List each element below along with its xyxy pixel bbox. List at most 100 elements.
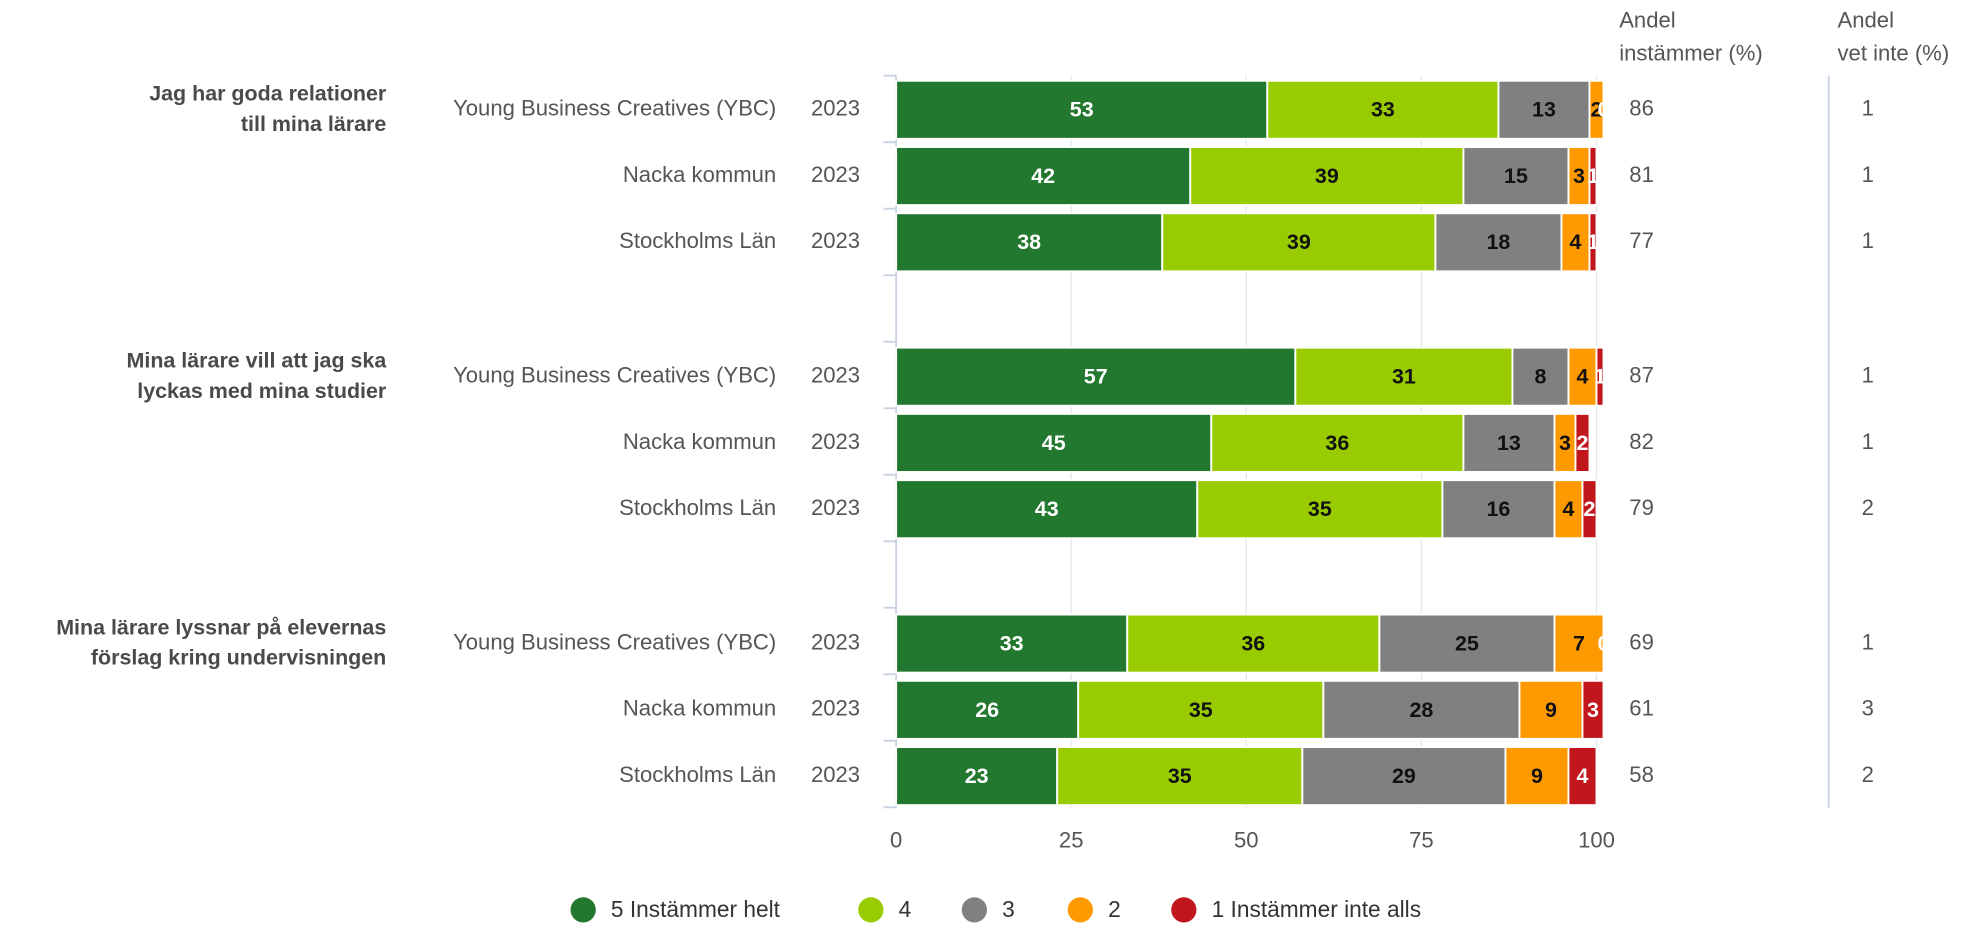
dont-know-value: 2 <box>1862 495 1874 520</box>
bar-segment <box>1462 146 1570 207</box>
data-label: 1 <box>1587 230 1599 254</box>
data-label: 38 <box>1017 230 1041 254</box>
data-label: 57 <box>1084 365 1108 389</box>
question-label-line: Mina lärare lyssnar på elevernas <box>56 615 386 639</box>
data-label: 33 <box>1000 632 1024 656</box>
question-label-line: Mina lärare vill att jag ska <box>127 348 388 372</box>
category-label: Stockholms Län <box>619 762 776 787</box>
data-label: 35 <box>1189 698 1213 722</box>
question-label-line: förslag kring undervisningen <box>91 645 386 669</box>
bar-segment <box>1462 412 1556 473</box>
category-label: Stockholms Län <box>619 228 776 253</box>
data-label: 9 <box>1531 764 1543 788</box>
bar-segment <box>1588 146 1598 207</box>
bar-segment <box>1161 212 1437 273</box>
bar-segment <box>1511 346 1570 407</box>
bar-segment <box>1077 679 1325 740</box>
column-header-line: vet inte (%) <box>1838 40 1950 65</box>
legend-label: 2 <box>1108 896 1121 922</box>
legend-label: 5 Instämmer helt <box>611 896 781 922</box>
bar-segment <box>1266 79 1500 140</box>
agree-value: 86 <box>1629 96 1654 121</box>
x-tick-label: 100 <box>1578 828 1615 853</box>
data-label: 36 <box>1241 632 1265 656</box>
bar-segment <box>895 679 1080 740</box>
dont-know-value: 2 <box>1862 762 1874 787</box>
year-label: 2023 <box>811 162 860 187</box>
bar-segment <box>1560 212 1591 273</box>
data-label: 29 <box>1392 764 1416 788</box>
category-label: Nacka kommun <box>623 429 776 454</box>
question-label-line: till mina lärare <box>241 112 386 136</box>
data-label: 43 <box>1035 497 1059 521</box>
year-label: 2023 <box>811 429 860 454</box>
dont-know-value: 1 <box>1862 162 1874 187</box>
data-label: 28 <box>1409 698 1433 722</box>
data-label: 3 <box>1587 698 1599 722</box>
category-label: Young Business Creatives (YBC) <box>453 363 776 388</box>
category-label: Young Business Creatives (YBC) <box>453 629 776 654</box>
data-label: 16 <box>1487 497 1511 521</box>
legend-label: 1 Instämmer inte alls <box>1212 896 1421 922</box>
bar-segment <box>1196 479 1444 540</box>
data-label: 33 <box>1371 98 1395 122</box>
data-label: 18 <box>1487 230 1511 254</box>
dont-know-value: 3 <box>1862 696 1874 721</box>
bar-segment <box>895 746 1059 807</box>
data-label: 35 <box>1308 497 1332 521</box>
legend-marker <box>858 897 884 923</box>
question-label: Jag har goda relationer till mina lärare <box>149 81 387 135</box>
year-label: 2023 <box>811 495 860 520</box>
data-label: 1 <box>1587 164 1599 188</box>
category-label: Young Business Creatives (YBC) <box>453 96 776 121</box>
legend-label: 4 <box>899 896 912 922</box>
bar-segment <box>1294 346 1514 407</box>
bar-segment <box>1378 613 1556 674</box>
bar-segment <box>1588 212 1598 273</box>
data-label: 26 <box>975 698 999 722</box>
legend-label: 3 <box>1002 896 1015 922</box>
agree-value: 69 <box>1629 629 1654 654</box>
data-label: 0 <box>1598 632 1610 656</box>
dont-know-value: 1 <box>1862 96 1874 121</box>
data-label: 39 <box>1287 230 1311 254</box>
bar-segment <box>1301 746 1507 807</box>
bar-segment <box>1595 346 1605 407</box>
bar-segment <box>1581 479 1598 540</box>
bar-segment <box>1126 613 1381 674</box>
bar-segment <box>1581 679 1605 740</box>
data-label: 3 <box>1573 164 1585 188</box>
data-label: 8 <box>1534 365 1546 389</box>
data-label: 23 <box>965 764 989 788</box>
data-label: 2 <box>1584 497 1596 521</box>
data-label: 2 <box>1591 98 1603 122</box>
dont-know-value: 1 <box>1862 228 1874 253</box>
legend-marker <box>961 897 987 923</box>
agree-value: 81 <box>1629 162 1654 187</box>
dont-know-value: 1 <box>1862 629 1874 654</box>
data-label: 36 <box>1325 431 1349 455</box>
data-label: 15 <box>1504 164 1528 188</box>
bar-segment <box>895 479 1199 540</box>
data-label: 31 <box>1392 365 1416 389</box>
data-label: 4 <box>1563 497 1575 521</box>
bar-segment <box>895 613 1129 674</box>
column-header: Andel instämmer (%) <box>1619 7 1763 65</box>
data-label: 9 <box>1545 698 1557 722</box>
data-label: 4 <box>1577 764 1589 788</box>
question-label: Mina lärare vill att jag ska lyckas med m… <box>127 348 388 402</box>
bar-segment <box>1588 79 1605 140</box>
bar-segment <box>895 212 1164 273</box>
year-label: 2023 <box>811 762 860 787</box>
year-label: 2023 <box>811 363 860 388</box>
data-label: 1 <box>1594 365 1606 389</box>
data-label: 13 <box>1532 98 1556 122</box>
column-header-line: Andel <box>1619 7 1675 32</box>
bar-segment <box>1189 146 1465 207</box>
data-label: 35 <box>1168 764 1192 788</box>
question-label: Mina lärare lyssnar på elevernas förslag … <box>56 615 386 669</box>
data-label: 7 <box>1573 632 1585 656</box>
year-label: 2023 <box>811 96 860 121</box>
legend-marker <box>1067 897 1093 923</box>
data-label: 53 <box>1070 98 1094 122</box>
